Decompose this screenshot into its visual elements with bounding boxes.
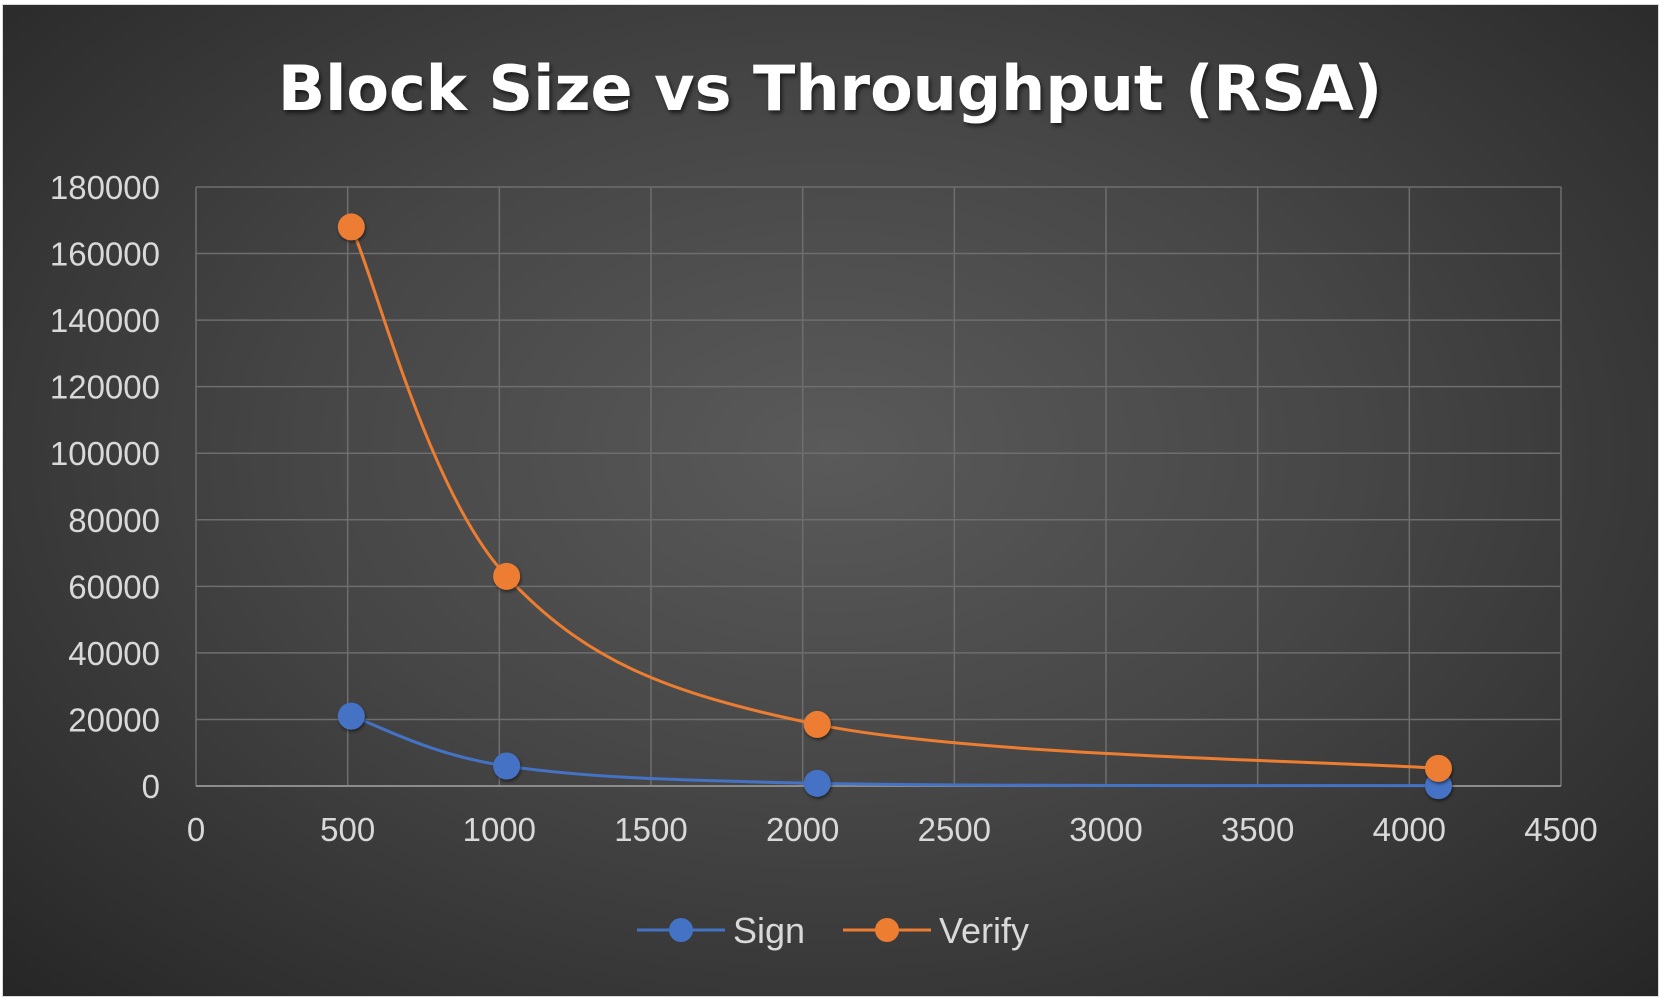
series-sign — [337, 702, 1452, 800]
legend-label: Verify — [939, 910, 1029, 951]
y-tick-label: 40000 — [68, 635, 160, 672]
data-point-verify — [803, 710, 831, 738]
x-tick-label: 0 — [187, 811, 205, 848]
x-tick-label: 1000 — [463, 811, 536, 848]
data-point-sign — [493, 752, 521, 780]
chart-title: Block Size vs Throughput (RSA) — [278, 52, 1382, 125]
y-tick-label: 120000 — [50, 369, 160, 406]
x-tick-label: 3000 — [1069, 811, 1142, 848]
y-tick-label: 0 — [142, 768, 160, 805]
data-point-verify — [337, 213, 365, 241]
grid — [195, 186, 1562, 786]
legend-item-verify: Verify — [843, 910, 1029, 951]
legend: Sign Verify — [637, 910, 1029, 951]
y-tick-label: 80000 — [68, 502, 160, 539]
chart-svg: Block Size vs Throughput (RSA) 020000400… — [50, 52, 1598, 951]
axes: 0200004000060000800001000001200001400001… — [50, 169, 1598, 848]
x-tick-label: 500 — [320, 811, 375, 848]
y-tick-label: 100000 — [50, 435, 160, 472]
x-tick-label: 4500 — [1524, 811, 1597, 848]
y-tick-label: 140000 — [50, 302, 160, 339]
x-tick-label: 1500 — [614, 811, 687, 848]
data-point-sign — [803, 769, 831, 797]
x-tick-label: 4000 — [1373, 811, 1446, 848]
data-point-sign — [337, 702, 365, 730]
x-tick-label: 2000 — [766, 811, 839, 848]
y-tick-label: 20000 — [68, 701, 160, 738]
series-line-verify — [349, 226, 1439, 770]
legend-item-sign: Sign — [637, 910, 805, 951]
legend-marker — [669, 918, 693, 942]
data-point-verify — [1424, 754, 1452, 782]
series — [337, 213, 1452, 800]
x-tick-label: 2500 — [918, 811, 991, 848]
data-point-verify — [493, 562, 521, 590]
series-line-sign — [350, 714, 1439, 788]
y-tick-label: 180000 — [50, 169, 160, 206]
series-verify — [337, 213, 1452, 782]
x-tick-label: 3500 — [1221, 811, 1294, 848]
legend-marker — [875, 918, 899, 942]
chart-area: Block Size vs Throughput (RSA) 0 20000 400… — [2, 4, 1659, 997]
y-tick-label: 60000 — [68, 568, 160, 605]
legend-label: Sign — [733, 910, 805, 951]
y-tick-label: 160000 — [50, 236, 160, 273]
